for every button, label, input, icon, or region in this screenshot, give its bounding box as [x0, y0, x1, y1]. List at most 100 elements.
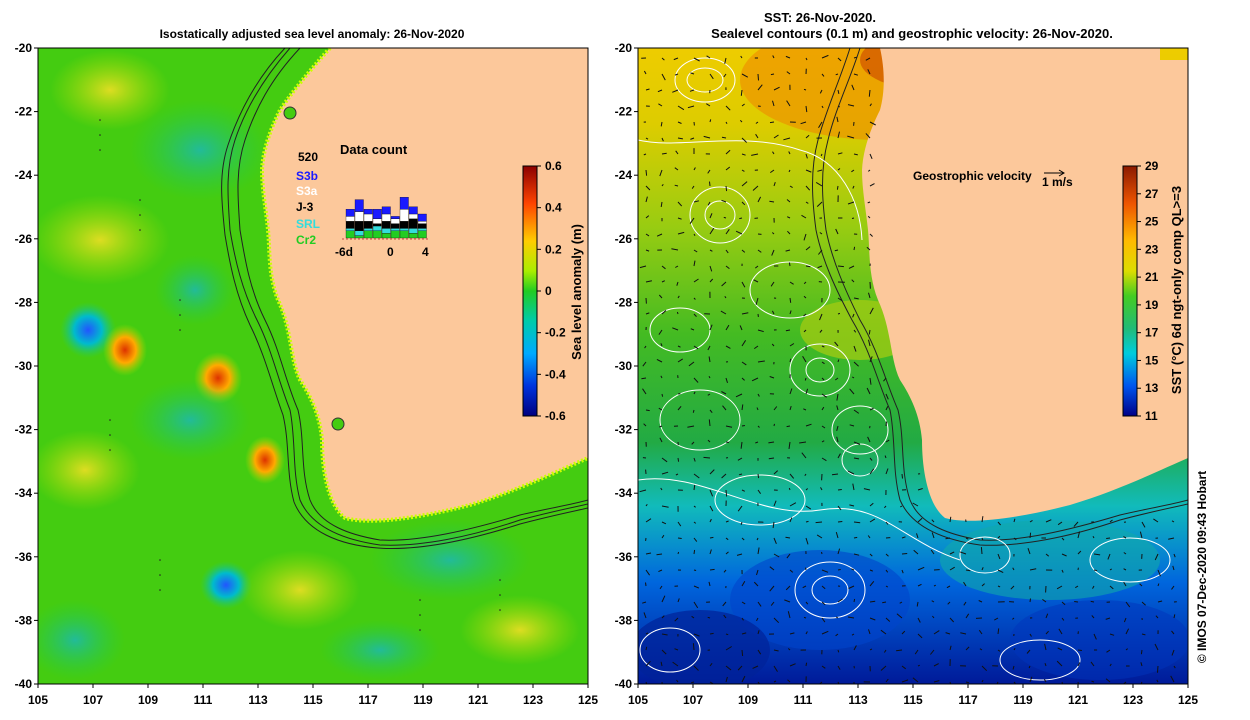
- velocity-arrow: [693, 549, 696, 555]
- credit-line: © IMOS 07-Dec-2020 09:43 Hobart: [1195, 471, 1209, 663]
- velocity-arrow: [661, 310, 667, 315]
- velocity-arrow: [737, 457, 743, 461]
- velocity-arrow: [981, 516, 984, 523]
- velocity-arrow: [739, 119, 743, 123]
- velocity-arrow: [773, 182, 776, 187]
- velocity-arrow: [771, 249, 775, 256]
- lat-tick-label: -38: [15, 613, 33, 627]
- velocity-arrow: [849, 388, 855, 395]
- velocity-arrow: [801, 452, 807, 459]
- velocity-arrow: [693, 377, 699, 383]
- velocity-arrow: [836, 116, 839, 123]
- velocity-arrow: [725, 633, 729, 636]
- velocity-arrow: [805, 388, 809, 395]
- lon-tick-label: 105: [628, 693, 648, 707]
- velocity-arrow: [725, 425, 733, 428]
- velocity-arrow: [642, 388, 647, 395]
- velocity-arrow: [725, 377, 728, 384]
- velocity-arrow: [661, 73, 666, 81]
- velocity-arrow: [1012, 567, 1015, 571]
- velocity-arrow: [837, 265, 844, 268]
- velocity-arrow: [741, 281, 746, 288]
- velocity-arrow: [949, 645, 952, 651]
- velocity-arrow: [722, 405, 727, 411]
- velocity-arrow: [901, 679, 909, 683]
- velocity-arrow: [805, 537, 809, 545]
- velocity-arrow: [661, 505, 669, 508]
- data-count-segment: [408, 213, 418, 219]
- velocity-arrow: [706, 103, 711, 107]
- velocity-arrow: [896, 613, 903, 619]
- velocity-arrow: [863, 488, 871, 491]
- velocity-arrow: [772, 151, 775, 155]
- velocity-arrow: [693, 345, 699, 350]
- right-map-title-line1: SST: 26-Nov-2020.: [764, 10, 876, 25]
- velocity-arrow: [869, 307, 874, 315]
- velocity-arrow: [770, 281, 775, 287]
- velocity-arrow: [805, 601, 809, 605]
- velocity-arrow: [788, 487, 791, 491]
- velocity-arrow: [852, 376, 855, 379]
- velocity-arrow: [785, 329, 791, 332]
- velocity-arrow: [819, 313, 823, 321]
- data-count-segment: [417, 228, 427, 231]
- velocity-arrow: [847, 616, 855, 619]
- velocity-arrow: [965, 681, 970, 684]
- velocity-arrow: [816, 534, 823, 539]
- velocity-arrow: [912, 677, 919, 683]
- velocity-arrow: [709, 409, 713, 414]
- velocity-arrow: [789, 358, 792, 363]
- data-count-segment: [390, 228, 400, 231]
- velocity-arrow: [773, 665, 778, 672]
- velocity-arrow: [709, 505, 714, 512]
- velocity-arrow: [1171, 649, 1175, 656]
- velocity-arrow: [1141, 521, 1146, 528]
- velocity-arrow: [853, 645, 857, 651]
- velocity-arrow: [785, 585, 791, 591]
- velocity-arrow: [656, 233, 663, 237]
- velocity-arrow: [757, 249, 762, 253]
- velocity-arrow: [741, 425, 745, 427]
- velocity-arrow: [688, 361, 695, 367]
- velocity-arrow: [755, 297, 759, 305]
- velocity-arrow: [786, 553, 791, 559]
- velocity-arrow: [659, 169, 663, 177]
- velocity-arrow: [645, 646, 648, 651]
- velocity-arrow: [868, 339, 871, 347]
- velocity-arrow: [692, 409, 695, 413]
- velocity-arrow: [917, 566, 925, 571]
- velocity-arrow: [803, 88, 807, 91]
- velocity-arrow: [661, 633, 668, 636]
- velocity-arrow: [869, 233, 873, 237]
- velocity-arrow: [901, 473, 903, 479]
- velocity-arrow: [708, 419, 711, 427]
- velocity-legend: Geostrophic velocity 1 m/s: [913, 169, 1073, 189]
- velocity-arrow: [885, 406, 889, 411]
- colorbar-tick-label: 25: [1145, 215, 1159, 229]
- velocity-arrow: [853, 246, 856, 251]
- velocity-arrow: [869, 518, 876, 523]
- velocity-arrow: [725, 324, 730, 331]
- velocity-arrow: [899, 601, 903, 604]
- velocity-arrow: [757, 329, 764, 333]
- velocity-arrow: [949, 566, 955, 571]
- velocity-arrow: [645, 312, 650, 315]
- velocity-arrow: [868, 329, 871, 335]
- velocity-arrow: [772, 55, 775, 59]
- velocity-arrow: [1013, 647, 1016, 651]
- data-count-segment: [363, 213, 373, 222]
- velocity-arrow: [754, 265, 759, 269]
- velocity-arrow: [693, 601, 699, 609]
- velocity-arrow: [835, 228, 839, 235]
- lat-tick-label: -36: [15, 550, 33, 564]
- tide-gauge-marker: [283, 106, 297, 120]
- velocity-arrow: [867, 535, 871, 539]
- velocity-arrow: [901, 536, 906, 539]
- velocity-arrow: [693, 585, 700, 589]
- velocity-arrow: [1123, 552, 1127, 555]
- velocity-arrow: [689, 89, 695, 92]
- lon-tick-label: 117: [958, 693, 978, 707]
- velocity-arrow: [677, 358, 683, 363]
- velocity-arrow: [645, 249, 650, 252]
- velocity-arrow: [691, 615, 695, 619]
